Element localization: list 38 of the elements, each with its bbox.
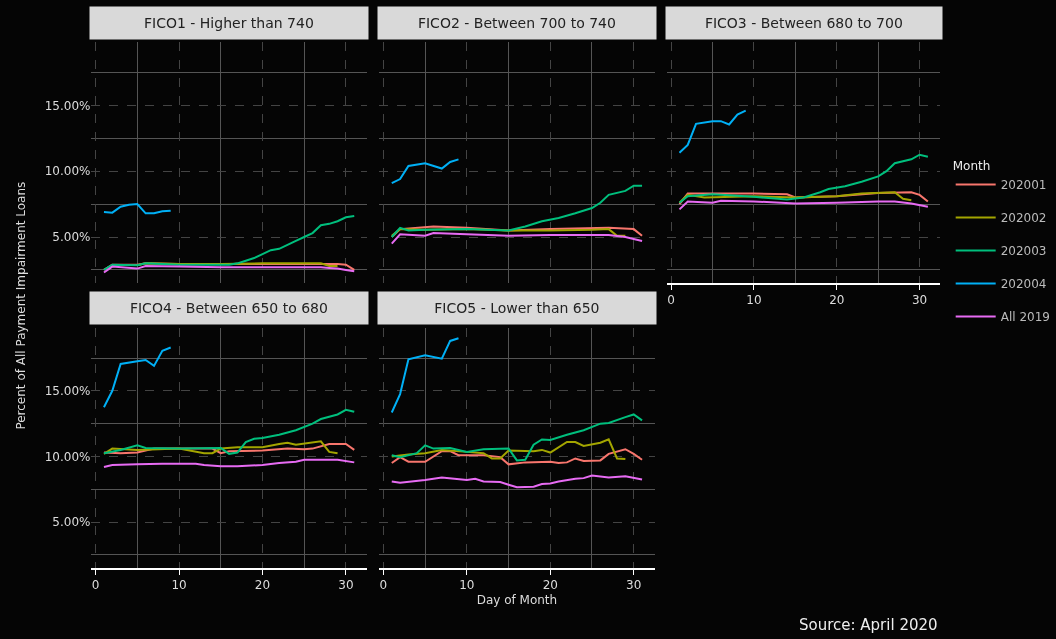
legend-label: 202003 [1000, 244, 1047, 259]
x-tick-label: 30 [911, 293, 928, 308]
line-series [102, 408, 356, 455]
y-axis-title: Percent of All Payment Impairment Loans [14, 181, 29, 430]
line-series [102, 458, 356, 468]
y-tick-label: 15.00% [44, 98, 91, 113]
x-tick-label: 10 [459, 578, 475, 593]
chart-title: FICO4 - Between 650 to 680 [129, 300, 328, 316]
y-tick-label: 10.00% [44, 164, 91, 179]
y-tick-label: 5.00% [52, 515, 91, 530]
x-tick-label: 20 [829, 293, 845, 308]
x-tick-label: 0 [91, 578, 100, 593]
x-tick-label: 10 [171, 578, 187, 593]
line-series [102, 346, 172, 409]
legend-label: 202001 [1000, 178, 1047, 193]
chart-title: FICO2 - Between 700 to 740 [417, 15, 616, 31]
source-note: Source: April 2020 [799, 616, 938, 634]
y-tick-label: 15.00% [44, 384, 91, 399]
chart-title: FICO5 - Lower than 650 [434, 300, 600, 316]
legend-label: 202002 [1000, 211, 1047, 226]
x-tick-label: 20 [254, 578, 271, 593]
x-tick-label: 0 [379, 578, 388, 593]
y-tick-label: 5.00% [52, 230, 91, 245]
x-axis-title: Day of Month [476, 592, 558, 607]
chart-title: FICO1 - Higher than 740 [144, 15, 314, 31]
legend-title: Month [952, 158, 991, 173]
x-tick-label: 30 [626, 578, 642, 593]
line-series [102, 214, 356, 271]
legend-label: All 2019 [1000, 310, 1050, 325]
chart-title: FICO3 - Between 680 to 700 [704, 15, 903, 31]
line-series [102, 203, 172, 215]
x-tick-label: 10 [746, 293, 762, 308]
x-tick-label: 20 [542, 578, 558, 593]
line-series [102, 440, 339, 455]
legend-label: 202004 [1000, 277, 1047, 292]
y-tick-label: 10.00% [44, 449, 91, 464]
x-tick-label: 0 [667, 293, 675, 308]
x-tick-label: 30 [338, 578, 354, 593]
